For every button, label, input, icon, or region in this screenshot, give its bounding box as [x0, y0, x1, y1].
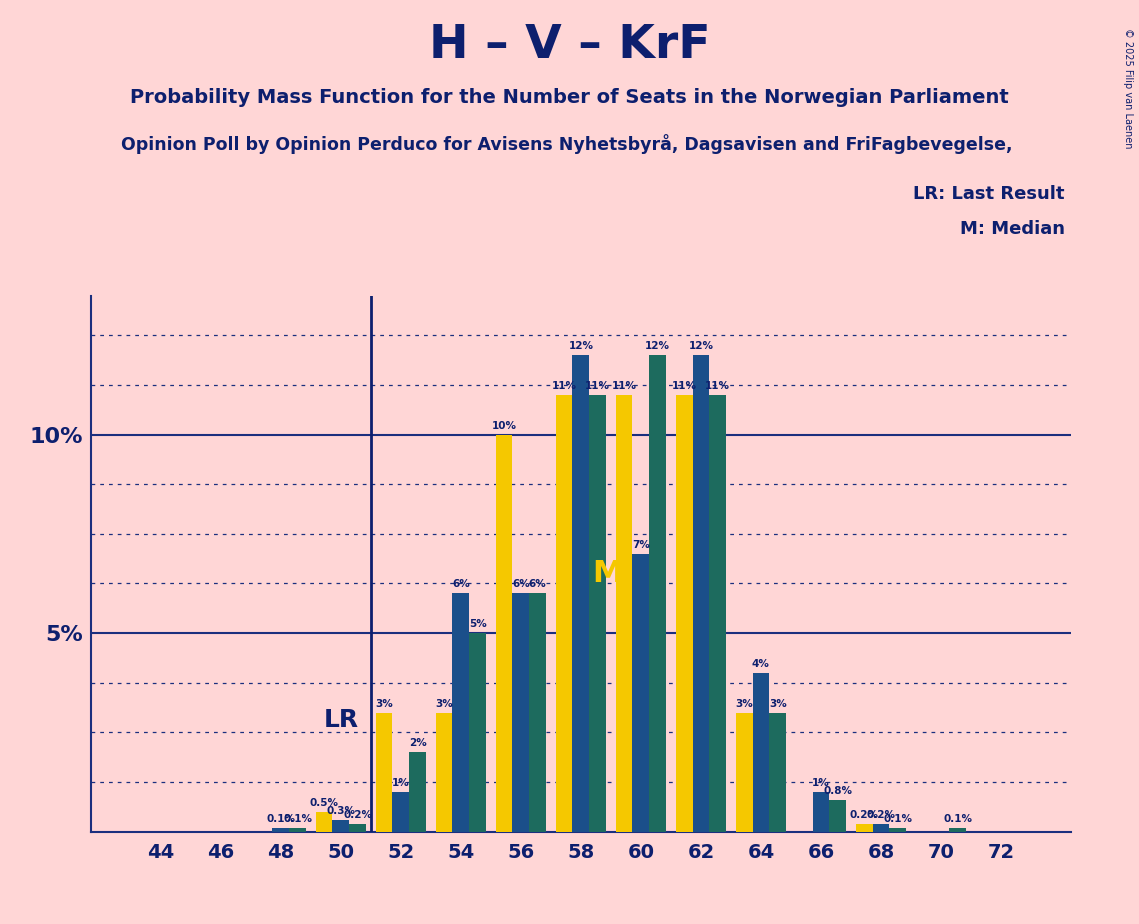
Bar	[333, 820, 350, 832]
Text: 3%: 3%	[736, 699, 753, 709]
Text: 10%: 10%	[492, 420, 517, 431]
Bar	[736, 712, 753, 832]
Bar	[675, 395, 693, 832]
Text: 0.2%: 0.2%	[867, 809, 895, 820]
Text: © 2025 Filip van Laenen: © 2025 Filip van Laenen	[1123, 28, 1133, 148]
Text: 6%: 6%	[452, 579, 469, 590]
Text: 4%: 4%	[752, 659, 770, 669]
Text: 0.1%: 0.1%	[883, 814, 912, 823]
Text: M: Median: M: Median	[960, 220, 1065, 237]
Bar	[872, 823, 890, 832]
Bar	[350, 823, 366, 832]
Bar	[409, 752, 426, 832]
Bar	[890, 828, 907, 832]
Text: Opinion Poll by Opinion Perduco for Avisens Nyhetsbyrå, Dagsavisen and FriFagbev: Opinion Poll by Opinion Perduco for Avis…	[121, 134, 1018, 154]
Text: M: M	[592, 559, 623, 588]
Text: 11%: 11%	[551, 381, 576, 391]
Bar	[812, 792, 829, 832]
Bar	[769, 712, 786, 832]
Text: 0.1%: 0.1%	[267, 814, 295, 823]
Bar	[495, 434, 513, 832]
Text: 0.3%: 0.3%	[327, 806, 355, 816]
Text: H – V – KrF: H – V – KrF	[428, 23, 711, 68]
Bar	[316, 812, 333, 832]
Bar	[556, 395, 573, 832]
Text: 11%: 11%	[585, 381, 611, 391]
Text: 6%: 6%	[528, 579, 547, 590]
Text: 0.2%: 0.2%	[343, 809, 372, 820]
Bar	[573, 355, 589, 832]
Text: 12%: 12%	[645, 341, 670, 351]
Text: 11%: 11%	[612, 381, 637, 391]
Bar	[513, 593, 530, 832]
Bar	[753, 673, 769, 832]
Text: 3%: 3%	[435, 699, 453, 709]
Bar	[469, 633, 486, 832]
Text: 0.1%: 0.1%	[943, 814, 973, 823]
Bar	[649, 355, 666, 832]
Text: 0.8%: 0.8%	[823, 786, 852, 796]
Bar	[855, 823, 872, 832]
Bar	[616, 395, 632, 832]
Bar	[693, 355, 710, 832]
Bar	[589, 395, 606, 832]
Bar	[632, 553, 649, 832]
Text: 3%: 3%	[375, 699, 393, 709]
Bar	[376, 712, 393, 832]
Text: 12%: 12%	[688, 341, 713, 351]
Text: 3%: 3%	[769, 699, 787, 709]
Text: 12%: 12%	[568, 341, 593, 351]
Bar	[289, 828, 306, 832]
Text: 0.2%: 0.2%	[850, 809, 878, 820]
Bar	[829, 800, 846, 832]
Bar	[710, 395, 726, 832]
Text: 0.1%: 0.1%	[284, 814, 312, 823]
Bar	[949, 828, 966, 832]
Text: 1%: 1%	[812, 778, 830, 788]
Text: 11%: 11%	[672, 381, 697, 391]
Text: 2%: 2%	[409, 738, 426, 748]
Text: 6%: 6%	[513, 579, 530, 590]
Text: Probability Mass Function for the Number of Seats in the Norwegian Parliament: Probability Mass Function for the Number…	[130, 88, 1009, 107]
Text: LR: LR	[323, 709, 359, 733]
Text: 11%: 11%	[705, 381, 730, 391]
Bar	[530, 593, 546, 832]
Text: 7%: 7%	[632, 540, 650, 550]
Text: 0.5%: 0.5%	[310, 797, 338, 808]
Text: LR: Last Result: LR: Last Result	[913, 185, 1065, 202]
Bar	[272, 828, 289, 832]
Bar	[452, 593, 469, 832]
Text: 5%: 5%	[469, 619, 486, 629]
Bar	[436, 712, 452, 832]
Text: 1%: 1%	[392, 778, 410, 788]
Bar	[393, 792, 409, 832]
